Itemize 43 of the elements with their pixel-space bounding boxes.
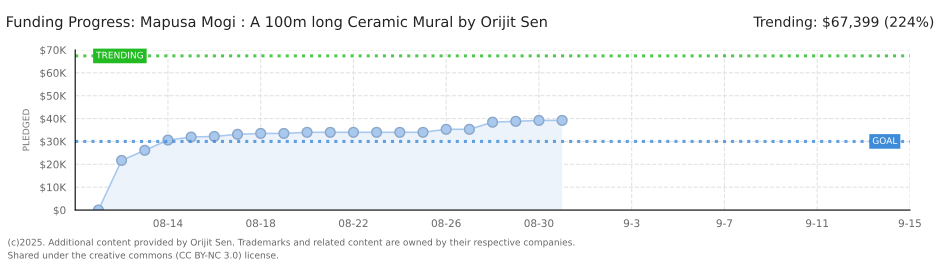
y-tick-label: $20K	[40, 160, 66, 170]
y-tick-label: $70K	[40, 46, 66, 56]
point	[464, 124, 475, 135]
point	[255, 128, 266, 139]
x-tick-label: 08-26	[432, 219, 461, 228]
point	[487, 116, 498, 128]
y-tick-label: $10K	[40, 183, 66, 193]
point	[440, 124, 452, 135]
y-tick-label: $50K	[40, 92, 66, 102]
y-tick-label: $30K	[40, 137, 66, 147]
point	[278, 128, 290, 139]
chart-title: Funding Progress: Mapusa Mogi : A 100m long Ceramic Mural by Orijit Sen	[7, 16, 547, 30]
y-tick-label: $40K	[40, 114, 66, 124]
point	[394, 126, 406, 138]
y-axis-title: PLEDGED	[22, 109, 30, 151]
x-tick-label: 9-11	[806, 219, 828, 228]
text: Shared under the creative commons (CC BY-NC 3.0) license.	[8, 252, 278, 260]
point	[371, 126, 382, 138]
x-tick-label: 9-3	[624, 219, 640, 228]
point	[324, 126, 336, 138]
point	[116, 154, 128, 166]
x-tick-label: 9-7	[716, 219, 732, 228]
y-tick-label: $60K	[40, 68, 66, 78]
x-tick-label: 08-30	[524, 219, 554, 228]
ref-line-label: GOAL	[872, 137, 898, 144]
text: Trending: $67,399 (224%)	[753, 16, 934, 30]
y-tick-label: $0	[54, 206, 66, 216]
ref-line-label: TRENDING	[96, 52, 143, 59]
point	[232, 128, 244, 140]
x-tick-label: 08-14	[154, 219, 182, 228]
text: (c)2025. Additional content provided by Orijit Sen. Trademarks and related content are owned by their respective companies.	[8, 238, 574, 248]
point	[186, 132, 197, 143]
x-tick-label: 08-22	[338, 219, 368, 228]
point	[302, 126, 313, 138]
point	[510, 116, 522, 127]
point	[348, 126, 359, 138]
x-tick-label: 08-18	[246, 219, 276, 228]
point	[533, 114, 544, 126]
point	[139, 144, 150, 156]
x-tick-label: 9-15	[898, 219, 921, 228]
point	[556, 114, 568, 126]
point	[208, 130, 220, 142]
point	[417, 126, 429, 138]
